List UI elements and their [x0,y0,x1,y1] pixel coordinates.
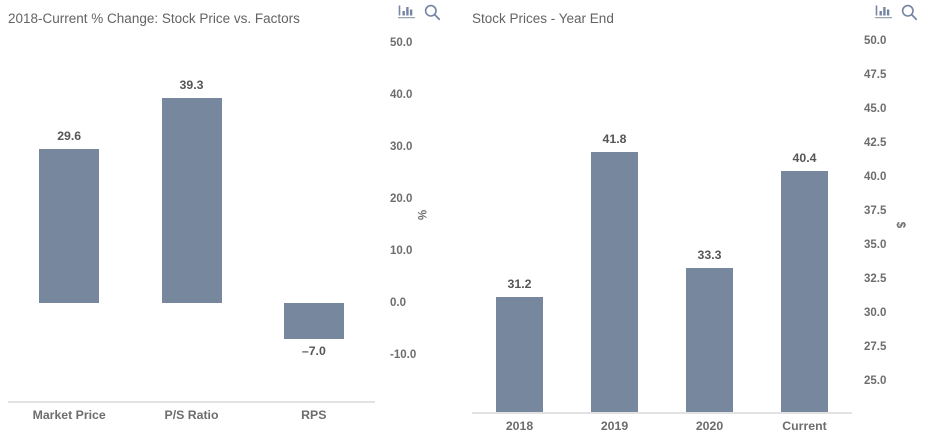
chart-toolbar [398,4,441,21]
bar-2019[interactable] [591,152,638,414]
x-category-label: 2018 [505,419,534,433]
magnifier-icon[interactable] [901,4,918,21]
bar-value-label: 39.3 [179,78,204,93]
y-tick-label: 27.5 [864,340,887,353]
x-category-label: Current [782,419,827,433]
y-tick-label: 32.5 [864,272,887,285]
y-tick-label: 47.5 [864,68,887,81]
chart-toolbar [875,4,918,21]
bar-p-s-ratio[interactable] [161,98,222,303]
chart-title: Stock Prices - Year End [472,11,614,26]
y-tick-label: 50.0 [864,34,887,47]
y-tick-label: 30.0 [864,306,887,319]
bar-2018[interactable] [496,296,543,414]
y-tick-label: 10.0 [390,244,413,257]
y-tick-label: 37.5 [864,204,887,217]
magnifier-icon[interactable] [424,4,441,21]
x-axis-line [8,401,375,403]
y-tick-label: 50.0 [390,36,413,49]
bar-value-label: 33.3 [697,248,722,263]
x-category-label: P/S Ratio [164,408,219,422]
y-tick-label: 30.0 [390,140,413,153]
y-tick-label: 42.5 [864,136,887,149]
x-category-label: RPS [301,408,327,422]
x-category-label: 2020 [695,419,724,433]
bar-value-label: 40.4 [792,151,817,166]
y-tick-label: 25.0 [864,374,887,387]
bar-rps[interactable] [283,302,344,340]
bar-market-price[interactable] [39,148,100,303]
y-tick-label: 0.0 [390,296,406,309]
x-axis-line [472,412,852,414]
panel-pct-change-chart: 2018-Current % Change: Stock Price vs. F… [8,4,441,422]
chart-title: 2018-Current % Change: Stock Price vs. F… [8,11,300,26]
bar-value-label: 29.6 [57,128,82,143]
panel-stock-prices-chart: Stock Prices - Year End 31.2 2018 41.8 2019… [463,0,926,440]
y-tick-label: 35.0 [864,238,887,251]
bar-current[interactable] [781,171,828,414]
bar-2020[interactable] [686,268,733,414]
y-tick-label: 40.0 [864,170,887,183]
bar-value-label: 31.2 [507,276,532,291]
y-tick-label: 40.0 [390,88,413,101]
bar-chart-icon[interactable] [398,4,416,19]
y-tick-label: 20.0 [390,192,413,205]
bar-chart-icon[interactable] [875,4,893,19]
x-category-label: 2019 [600,419,629,433]
y-axis-unit-label: $ [894,221,906,229]
y-tick-label: 45.0 [864,102,887,115]
bar-value-label: 41.8 [602,132,627,147]
y-tick-label: -10.0 [390,349,417,362]
bar-value-label: –7.0 [301,344,326,359]
x-category-label: Market Price [32,408,106,422]
y-axis-unit-label: % [415,209,427,221]
